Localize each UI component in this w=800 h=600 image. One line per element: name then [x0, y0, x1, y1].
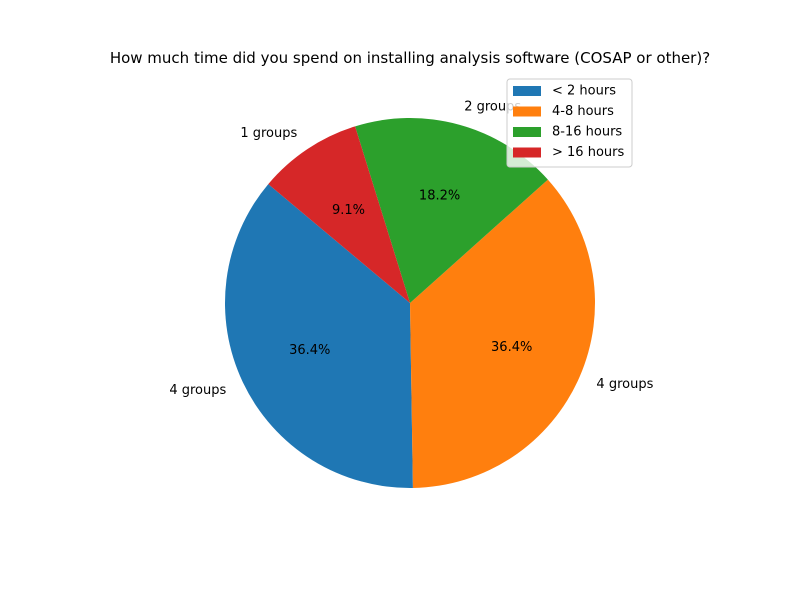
slice-label: 4 groups — [596, 377, 653, 392]
slice-label: 1 groups — [240, 126, 297, 141]
legend-label: 4-8 hours — [552, 104, 614, 119]
pie-slice-8-16-hours — [355, 118, 548, 303]
percent-label: 36.4% — [289, 343, 330, 358]
percent-label: 36.4% — [491, 340, 532, 355]
legend-swatch — [513, 106, 541, 117]
pie-slice-4-8-hours — [410, 179, 595, 488]
legend: < 2 hours 4-8 hours 8-16 hours > 16 hours — [506, 78, 633, 168]
chart-title: How much time did you spend on installin… — [110, 49, 710, 67]
pie-slice-16-hours — [268, 126, 410, 304]
pie-slices — [224, 118, 595, 489]
legend-swatch — [513, 147, 541, 158]
percent-labels: 36.4% 36.4% 18.2% 9.1% — [289, 189, 532, 359]
slice-label: 4 groups — [169, 383, 226, 398]
percent-label: 9.1% — [332, 203, 365, 218]
legend-swatch — [513, 127, 541, 137]
pie-slice-2-hours — [224, 184, 413, 489]
legend-label: > 16 hours — [552, 145, 624, 160]
percent-label: 18.2% — [419, 189, 460, 204]
legend-label: 8-16 hours — [552, 125, 622, 140]
legend-swatch — [513, 86, 541, 96]
legend-label: < 2 hours — [552, 84, 616, 99]
legend-frame — [506, 78, 633, 168]
